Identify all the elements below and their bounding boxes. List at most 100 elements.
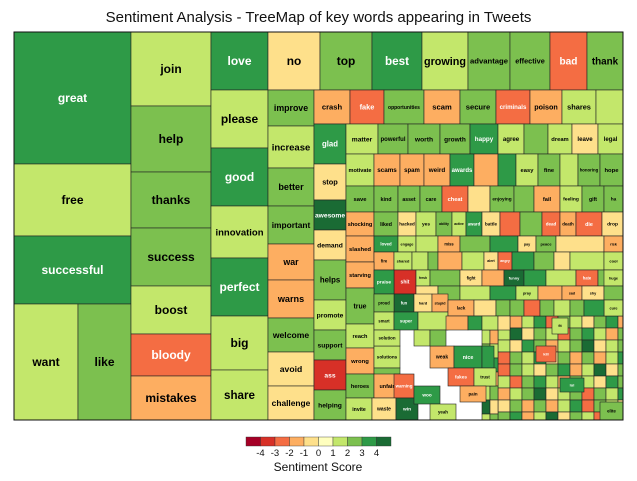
- tile-label-hard: hard: [419, 300, 428, 305]
- tile-cell: [545, 411, 559, 421]
- tile-growing: [421, 31, 469, 91]
- tile-label-fine: fine: [544, 168, 555, 174]
- tile-join: [130, 31, 212, 107]
- tile-label-reach: reach: [353, 334, 369, 340]
- tile-cell: [489, 235, 519, 253]
- tile-label-super: super: [400, 319, 413, 324]
- tile-label-please: please: [221, 112, 259, 126]
- tile-poison: [529, 89, 563, 125]
- tile-cell: [473, 299, 497, 317]
- tile-cell: [545, 269, 577, 287]
- tile-label-growth: growth: [444, 136, 466, 143]
- tile-success: [130, 227, 212, 287]
- tile-cell: [509, 351, 523, 365]
- tile-cell: [411, 251, 429, 271]
- tile-cheat: [441, 185, 469, 213]
- tile-share: [210, 369, 269, 421]
- tile-label-lack: lack: [457, 306, 466, 311]
- tile-cell: [557, 339, 571, 353]
- tile-matter: [345, 123, 379, 155]
- tile-cell: [569, 399, 583, 413]
- legend-tick-label: 0: [316, 448, 321, 459]
- tile-label-stop: stop: [322, 178, 338, 187]
- tile-cell: [461, 251, 485, 271]
- tile-label-miss: miss: [444, 241, 454, 246]
- tile-cell: [523, 269, 547, 287]
- tile-label-starving: starving: [349, 273, 371, 279]
- tile-cell: [481, 345, 495, 369]
- tile-legal: [597, 123, 624, 155]
- tile-cell: [509, 375, 523, 389]
- tile-cell: [499, 211, 521, 237]
- tile-cell: [521, 315, 535, 329]
- tile-cell: [509, 315, 523, 329]
- tile-cell: [519, 211, 543, 237]
- tile-label-hope: hope: [604, 168, 619, 174]
- tile-label-dead: dead: [546, 222, 557, 227]
- tile-label-yeah: yeah: [438, 410, 448, 415]
- tile-cell: [459, 285, 491, 301]
- tile-demand: [313, 229, 347, 261]
- tile-important: [267, 205, 315, 245]
- tile-cell: [617, 387, 624, 401]
- tile-cell: [545, 399, 559, 413]
- tile-label-best: best: [385, 55, 409, 68]
- tile-cell: [415, 235, 439, 253]
- tile-cell: [569, 251, 605, 271]
- tile-label-advantage: advantage: [470, 57, 509, 66]
- tile-great: [13, 31, 132, 165]
- tile-label-big: big: [231, 336, 249, 350]
- tile-kind: [373, 185, 399, 213]
- tile-label-slashed: slashed: [349, 247, 371, 253]
- tile-label-win: win: [402, 407, 411, 413]
- tile-label-waste: waste: [376, 407, 391, 413]
- tile-label-risk: risk: [610, 242, 618, 246]
- tile-cell: [605, 315, 619, 329]
- legend-swatch: [347, 436, 363, 447]
- tile-cell: [497, 363, 511, 377]
- legend-tick-label: 3: [359, 448, 364, 459]
- tile-label-feeling: feeling: [563, 197, 579, 203]
- tile-label-like: like: [94, 355, 114, 369]
- tile-cell: [473, 153, 499, 187]
- tile-label-yes: yes: [422, 223, 430, 228]
- tile-increase: [267, 125, 315, 169]
- tile-helps: [313, 259, 347, 301]
- tile-label-fakes: fakes: [455, 375, 467, 380]
- tile-label-important: important: [272, 220, 311, 230]
- tile-label-invite: invite: [352, 407, 366, 413]
- tile-heroes: [345, 373, 375, 399]
- tiles-group: great free successful want like join help thank…: [13, 31, 624, 421]
- legend-tick-label: -3: [271, 448, 279, 459]
- tile-label-praise: praise: [377, 280, 391, 286]
- tile-label-pray: pray: [523, 291, 532, 295]
- tile-cell: [617, 375, 624, 389]
- tile-cell: [617, 327, 624, 341]
- legend-tick-label: 1: [330, 448, 335, 459]
- tile-woo: [413, 385, 441, 405]
- tile-label-drop: drop: [607, 222, 618, 228]
- tile-cell: [509, 399, 523, 413]
- tile-label-perfect: perfect: [219, 280, 259, 294]
- tile-label-alert: alert: [487, 259, 495, 263]
- tile-label-top: top: [337, 54, 356, 68]
- tile-label-love: love: [227, 54, 251, 68]
- tile-label-challenge: challenge: [272, 398, 311, 408]
- tile-label-join: join: [159, 62, 181, 76]
- tile-cell: [513, 185, 535, 213]
- tile-cell: [495, 299, 511, 317]
- tile-cell: [605, 363, 619, 377]
- tile-label-trust: trust: [480, 375, 490, 380]
- tile-label-agree: agree: [503, 136, 520, 143]
- tile-label-glad: glad: [322, 140, 338, 149]
- legend-swatch: [274, 436, 290, 447]
- tile-cell: [617, 351, 624, 365]
- tile-cell: [569, 339, 583, 353]
- tile-label-bloody: bloody: [151, 348, 191, 362]
- tile-support: [313, 329, 347, 361]
- tile-reach: [345, 323, 375, 349]
- tile-leave: [571, 123, 599, 155]
- tile-label-smart: smart: [378, 318, 390, 323]
- tile-label-warning: warning: [395, 384, 413, 389]
- tile-label-fire: fire: [381, 258, 388, 263]
